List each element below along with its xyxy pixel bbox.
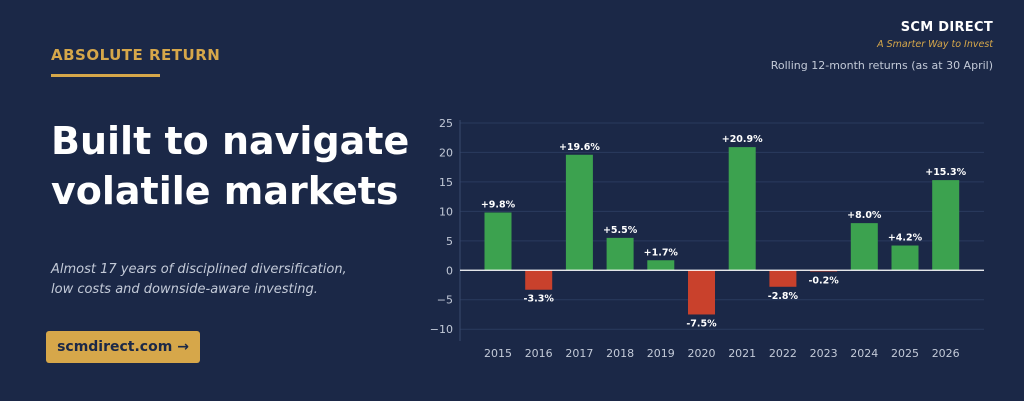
x-tick-label: 2024: [850, 347, 878, 360]
brand-block: SCM DIRECT A Smarter Way to Invest: [877, 20, 993, 50]
x-tick-label: 2026: [932, 347, 960, 360]
bar: [565, 154, 593, 271]
subtitle-line-2: low costs and downside-aware investing.: [51, 282, 318, 297]
website-link-button[interactable]: scmdirect.com →: [46, 331, 200, 363]
bar: [850, 223, 878, 271]
bar: [932, 180, 960, 271]
headline-line-2: volatile markets: [51, 169, 399, 213]
x-tick-label: 2018: [606, 347, 634, 360]
x-tick-label: 2023: [810, 347, 838, 360]
y-tick-label: 10: [439, 205, 453, 218]
bar: [769, 270, 797, 287]
y-tick-label: 20: [439, 146, 453, 159]
data-label: -7.5%: [686, 318, 717, 329]
bar: [484, 212, 512, 271]
bar: [606, 237, 634, 271]
headline-line-1: Built to navigate: [51, 119, 410, 163]
y-tick-label: 25: [439, 117, 453, 130]
headline: Built to navigate volatile markets: [51, 116, 431, 216]
data-label: +20.9%: [722, 134, 763, 145]
x-tick-label: 2025: [891, 347, 919, 360]
x-tick-label: 2022: [769, 347, 797, 360]
bar: [891, 245, 919, 271]
subtitle-line-1: Almost 17 years of disciplined diversifi…: [51, 262, 347, 277]
x-tick-label: 2019: [647, 347, 675, 360]
bar: [728, 147, 756, 271]
y-tick-label: −10: [430, 323, 453, 336]
bar: [688, 270, 715, 315]
x-tick-label: 2017: [565, 347, 593, 360]
data-label: -3.3%: [524, 294, 555, 305]
x-tick-label: 2020: [688, 347, 716, 360]
data-label: +5.5%: [603, 225, 638, 236]
subtitle: Almost 17 years of disciplined diversifi…: [51, 260, 371, 300]
data-label: +1.7%: [644, 247, 679, 258]
y-tick-label: −5: [437, 294, 453, 307]
data-label: +9.8%: [481, 200, 516, 211]
data-label: +19.6%: [559, 142, 600, 153]
bar: [647, 260, 675, 271]
x-tick-label: 2015: [484, 347, 512, 360]
y-tick-label: 15: [439, 176, 453, 189]
data-label: +4.2%: [888, 233, 923, 244]
x-tick-label: 2016: [525, 347, 553, 360]
bar: [525, 270, 553, 290]
data-label: -2.8%: [768, 291, 799, 302]
chart-note: Rolling 12-month returns (as at 30 April…: [770, 59, 993, 72]
eyebrow-underline: [51, 74, 160, 77]
brand-name: SCM DIRECT: [900, 20, 993, 35]
y-tick-label: 5: [446, 235, 453, 248]
y-tick-label: 0: [446, 264, 453, 277]
x-tick-label: 2021: [728, 347, 756, 360]
brand-tagline: A Smarter Way to Invest: [877, 39, 993, 50]
data-label: -0.2%: [808, 275, 839, 286]
data-label: +15.3%: [925, 167, 966, 178]
data-label: +8.0%: [847, 210, 882, 221]
section-eyebrow: ABSOLUTE RETURN: [51, 46, 221, 64]
